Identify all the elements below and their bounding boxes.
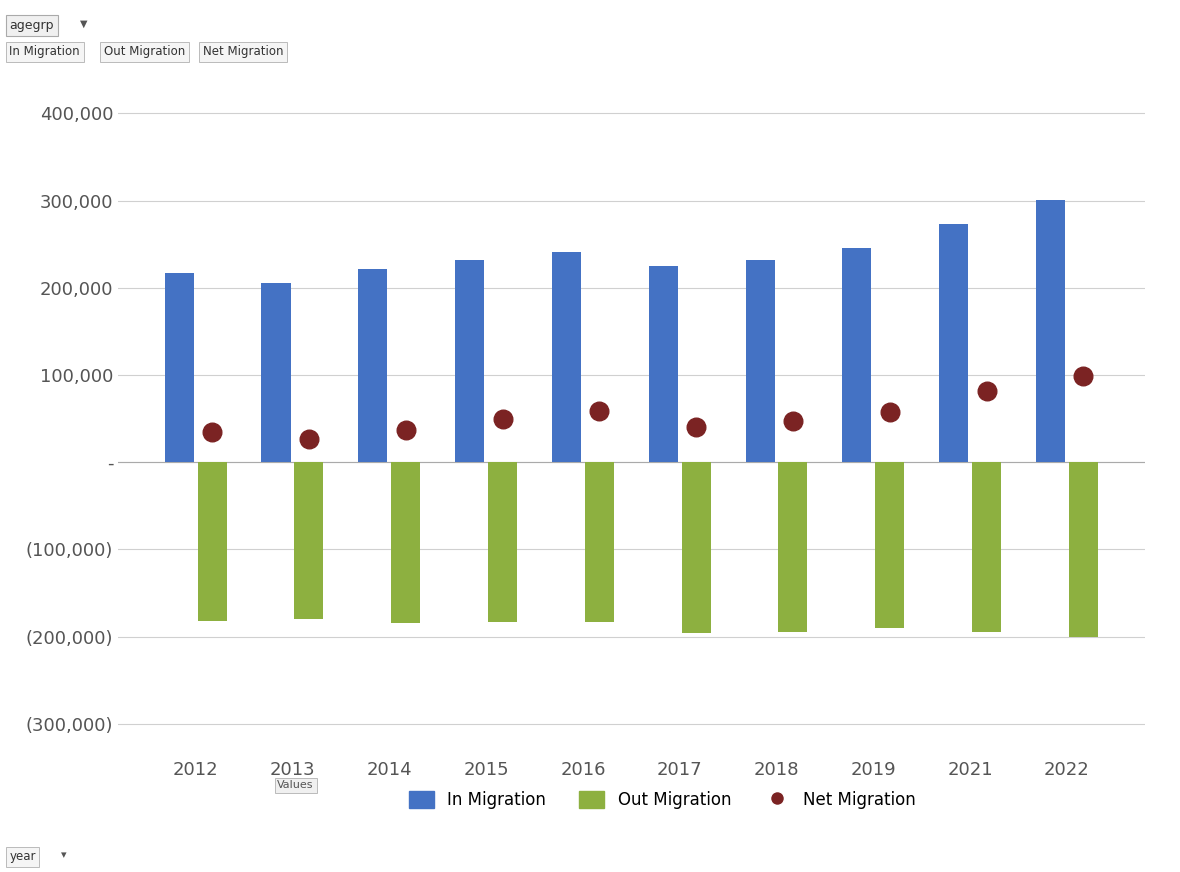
Net Migration — [687, 420, 706, 434]
Net Migration — [880, 405, 899, 419]
Text: Values: Values — [277, 780, 314, 790]
Bar — [552, 252, 581, 462]
Text: ▼: ▼ — [80, 19, 87, 29]
Net Migration — [203, 425, 222, 439]
Bar — [262, 283, 290, 462]
Bar — [746, 260, 774, 462]
Net Migration — [493, 412, 512, 426]
Net Migration — [396, 423, 415, 437]
Text: In Migration: In Migration — [9, 45, 80, 58]
Bar — [876, 462, 904, 628]
Bar — [972, 462, 1001, 632]
Bar — [649, 266, 677, 462]
Net Migration — [590, 404, 609, 418]
Text: ▾: ▾ — [61, 850, 67, 860]
Bar — [165, 273, 194, 462]
Bar — [585, 462, 614, 622]
Bar — [294, 462, 323, 619]
Text: agegrp: agegrp — [9, 19, 54, 32]
Bar — [359, 269, 387, 462]
Bar — [392, 462, 420, 623]
Text: year: year — [9, 850, 35, 863]
Bar — [939, 224, 969, 462]
Bar — [682, 462, 710, 633]
Net Migration — [784, 414, 802, 428]
Bar — [489, 462, 517, 622]
Text: Net Migration: Net Migration — [203, 45, 283, 58]
Bar — [779, 462, 807, 632]
Bar — [1069, 462, 1097, 637]
Legend: In Migration, Out Migration, Net Migration: In Migration, Out Migration, Net Migrati… — [400, 783, 924, 818]
Net Migration — [300, 432, 319, 446]
Bar — [1036, 200, 1066, 462]
Bar — [197, 462, 227, 621]
Bar — [455, 260, 484, 462]
Net Migration — [1074, 369, 1093, 383]
Bar — [843, 248, 871, 462]
Net Migration — [977, 384, 996, 398]
Text: Out Migration: Out Migration — [104, 45, 185, 58]
